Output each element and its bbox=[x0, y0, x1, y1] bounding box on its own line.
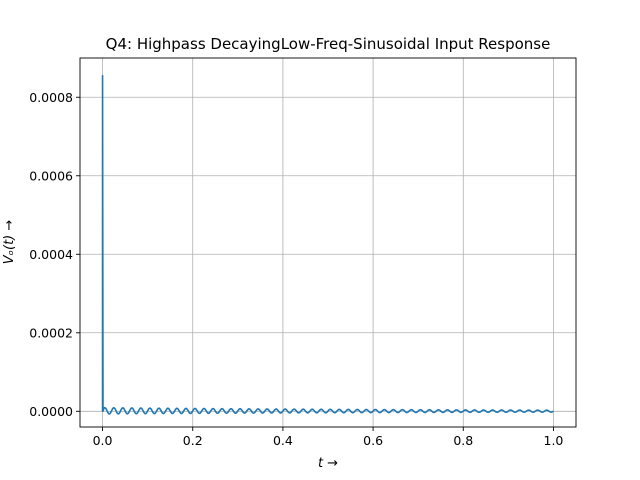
x-tick-label: 0.6 bbox=[363, 433, 383, 448]
x-tick-label: 1.0 bbox=[544, 433, 564, 448]
x-tick-label: 0.0 bbox=[93, 433, 113, 448]
y-tick-label: 0.0008 bbox=[29, 90, 73, 105]
series-layer bbox=[101, 74, 554, 415]
y-tick-label: 0.0002 bbox=[29, 325, 73, 340]
y-axis-label: Vₒ(t) → bbox=[2, 220, 17, 265]
plot-frame bbox=[79, 57, 577, 428]
grid bbox=[80, 58, 576, 427]
x-tick-label: 0.2 bbox=[183, 433, 203, 448]
y-tick-label: 0.0006 bbox=[29, 168, 73, 183]
x-tick-label: 0.8 bbox=[453, 433, 473, 448]
chart-title: Q4: Highpass DecayingLow-Freq-Sinusoidal… bbox=[106, 35, 551, 53]
y-tick-label: 0.0000 bbox=[29, 404, 73, 419]
x-tick-label: 0.4 bbox=[273, 433, 293, 448]
y-tick-label: 0.0004 bbox=[29, 247, 73, 262]
ticks: 0.0 0.2 0.4 0.6 0.8 1.0 0.0000 0.0002 0.0004 0.00… bbox=[29, 90, 563, 448]
series-line bbox=[101, 74, 554, 415]
x-axis-label: t → bbox=[318, 456, 338, 471]
